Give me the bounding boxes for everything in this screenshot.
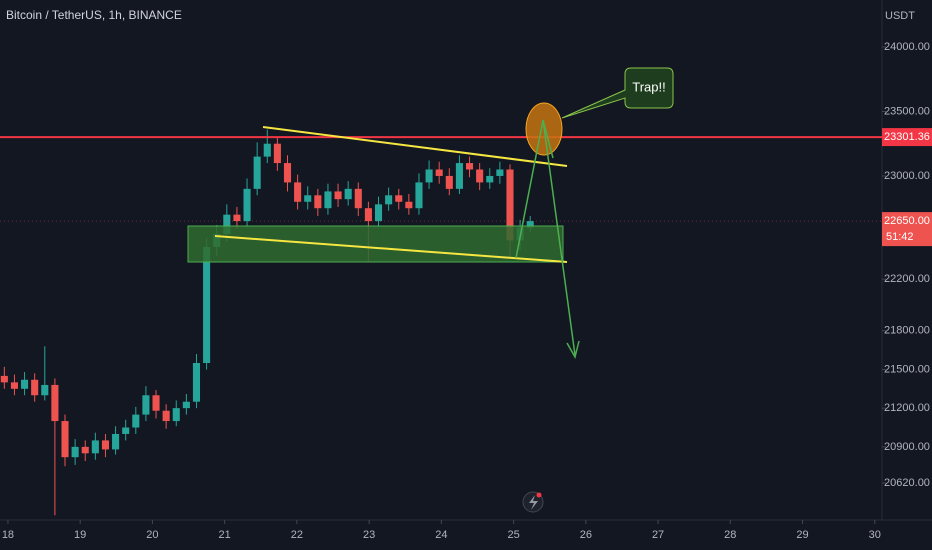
candle-body	[0, 375, 8, 383]
countdown: 51:42	[886, 231, 914, 243]
x-tick-label: 22	[291, 529, 303, 541]
candle-body	[526, 221, 534, 228]
y-axis-label: USDT	[885, 10, 915, 22]
marks	[0, 129, 882, 516]
candle-body	[243, 188, 251, 222]
horizontal-line-tag	[882, 128, 932, 147]
y-tick-label: 24000.00	[884, 41, 930, 53]
candle-body	[283, 163, 292, 183]
flash-dot	[536, 492, 542, 498]
candle-body	[334, 191, 342, 200]
candle-body	[374, 204, 383, 222]
candle-body	[273, 143, 281, 164]
candle-body	[314, 195, 322, 209]
y-tick-label: 23500.00	[884, 105, 930, 117]
candle-body	[203, 246, 211, 364]
y-tick-label: 22200.00	[884, 273, 930, 285]
candle-body	[294, 182, 302, 202]
candle-body	[364, 208, 372, 222]
support-zone	[187, 225, 564, 263]
upper-trendline	[262, 126, 568, 167]
candle-body	[10, 382, 18, 389]
candle-body	[395, 195, 403, 202]
candle-body	[51, 384, 59, 422]
candle-body	[91, 440, 99, 454]
candle-body	[182, 401, 190, 409]
candle-body	[496, 169, 504, 176]
chart-title: Bitcoin / TetherUS, 1h, BINANCE	[6, 8, 182, 22]
candle-body	[31, 379, 39, 396]
candle-body	[162, 410, 170, 422]
candle-body	[324, 191, 332, 209]
candle-body	[71, 446, 79, 458]
candle-body	[41, 384, 49, 396]
x-tick-label: 28	[724, 529, 736, 541]
callout	[561, 67, 674, 119]
x-tick-label: 19	[74, 529, 86, 541]
x-tick-label: 18	[2, 529, 14, 541]
arrow-head	[566, 340, 580, 359]
candle-body	[101, 440, 110, 450]
flash-bolt	[529, 495, 538, 510]
candle-body	[354, 188, 362, 209]
x-tick-label: 29	[796, 529, 808, 541]
candle-body	[253, 156, 261, 189]
x-tick-label: 21	[219, 529, 231, 541]
candle-body	[172, 408, 180, 422]
x-tick-label: 24	[435, 529, 447, 541]
last-price-label: 22650.00	[884, 215, 930, 227]
lower-trendline	[214, 235, 568, 263]
y-tick-label: 20620.00	[884, 477, 930, 489]
candle-body	[122, 427, 130, 434]
horizontal-line-label: 23301.36	[884, 131, 930, 143]
last-price-tag	[882, 212, 932, 247]
candle-body	[112, 433, 120, 450]
candle-body	[445, 175, 453, 189]
candle-body	[233, 214, 241, 222]
candle-body	[152, 395, 160, 411]
candle-body	[476, 169, 484, 183]
x-tick-label: 26	[580, 529, 592, 541]
candle-body	[425, 169, 433, 183]
y-tick-label: 20900.00	[884, 441, 930, 453]
candle-body	[455, 163, 463, 189]
candle-body	[465, 163, 474, 170]
x-tick-label: 20	[146, 529, 158, 541]
callout-text: Trap!!	[632, 79, 665, 94]
y-tick-label: 21800.00	[884, 325, 930, 337]
x-tick-label: 30	[869, 529, 881, 541]
candle-body	[415, 182, 423, 209]
x-tick-label: 23	[363, 529, 375, 541]
candle-body	[192, 363, 201, 402]
candle-body	[304, 195, 312, 202]
candle-body	[344, 188, 352, 200]
path-line	[542, 119, 554, 159]
x-tick-label: 25	[507, 529, 519, 541]
candle-body	[223, 214, 231, 235]
candle-body	[263, 143, 271, 157]
candle-body	[132, 414, 140, 428]
y-tick-label: 21200.00	[884, 402, 930, 414]
candle-body	[61, 421, 69, 458]
candle-body	[435, 169, 443, 176]
y-tick-label: 21500.00	[884, 363, 930, 375]
x-tick-label: 27	[652, 529, 664, 541]
candle-body	[385, 195, 393, 205]
y-tick-label: 23000.00	[884, 170, 930, 182]
candle-body	[81, 446, 89, 454]
candle-body	[142, 395, 150, 415]
candle-body	[486, 175, 494, 183]
candle-body	[405, 201, 413, 209]
candle-body	[21, 379, 29, 389]
candle-body	[506, 169, 514, 241]
